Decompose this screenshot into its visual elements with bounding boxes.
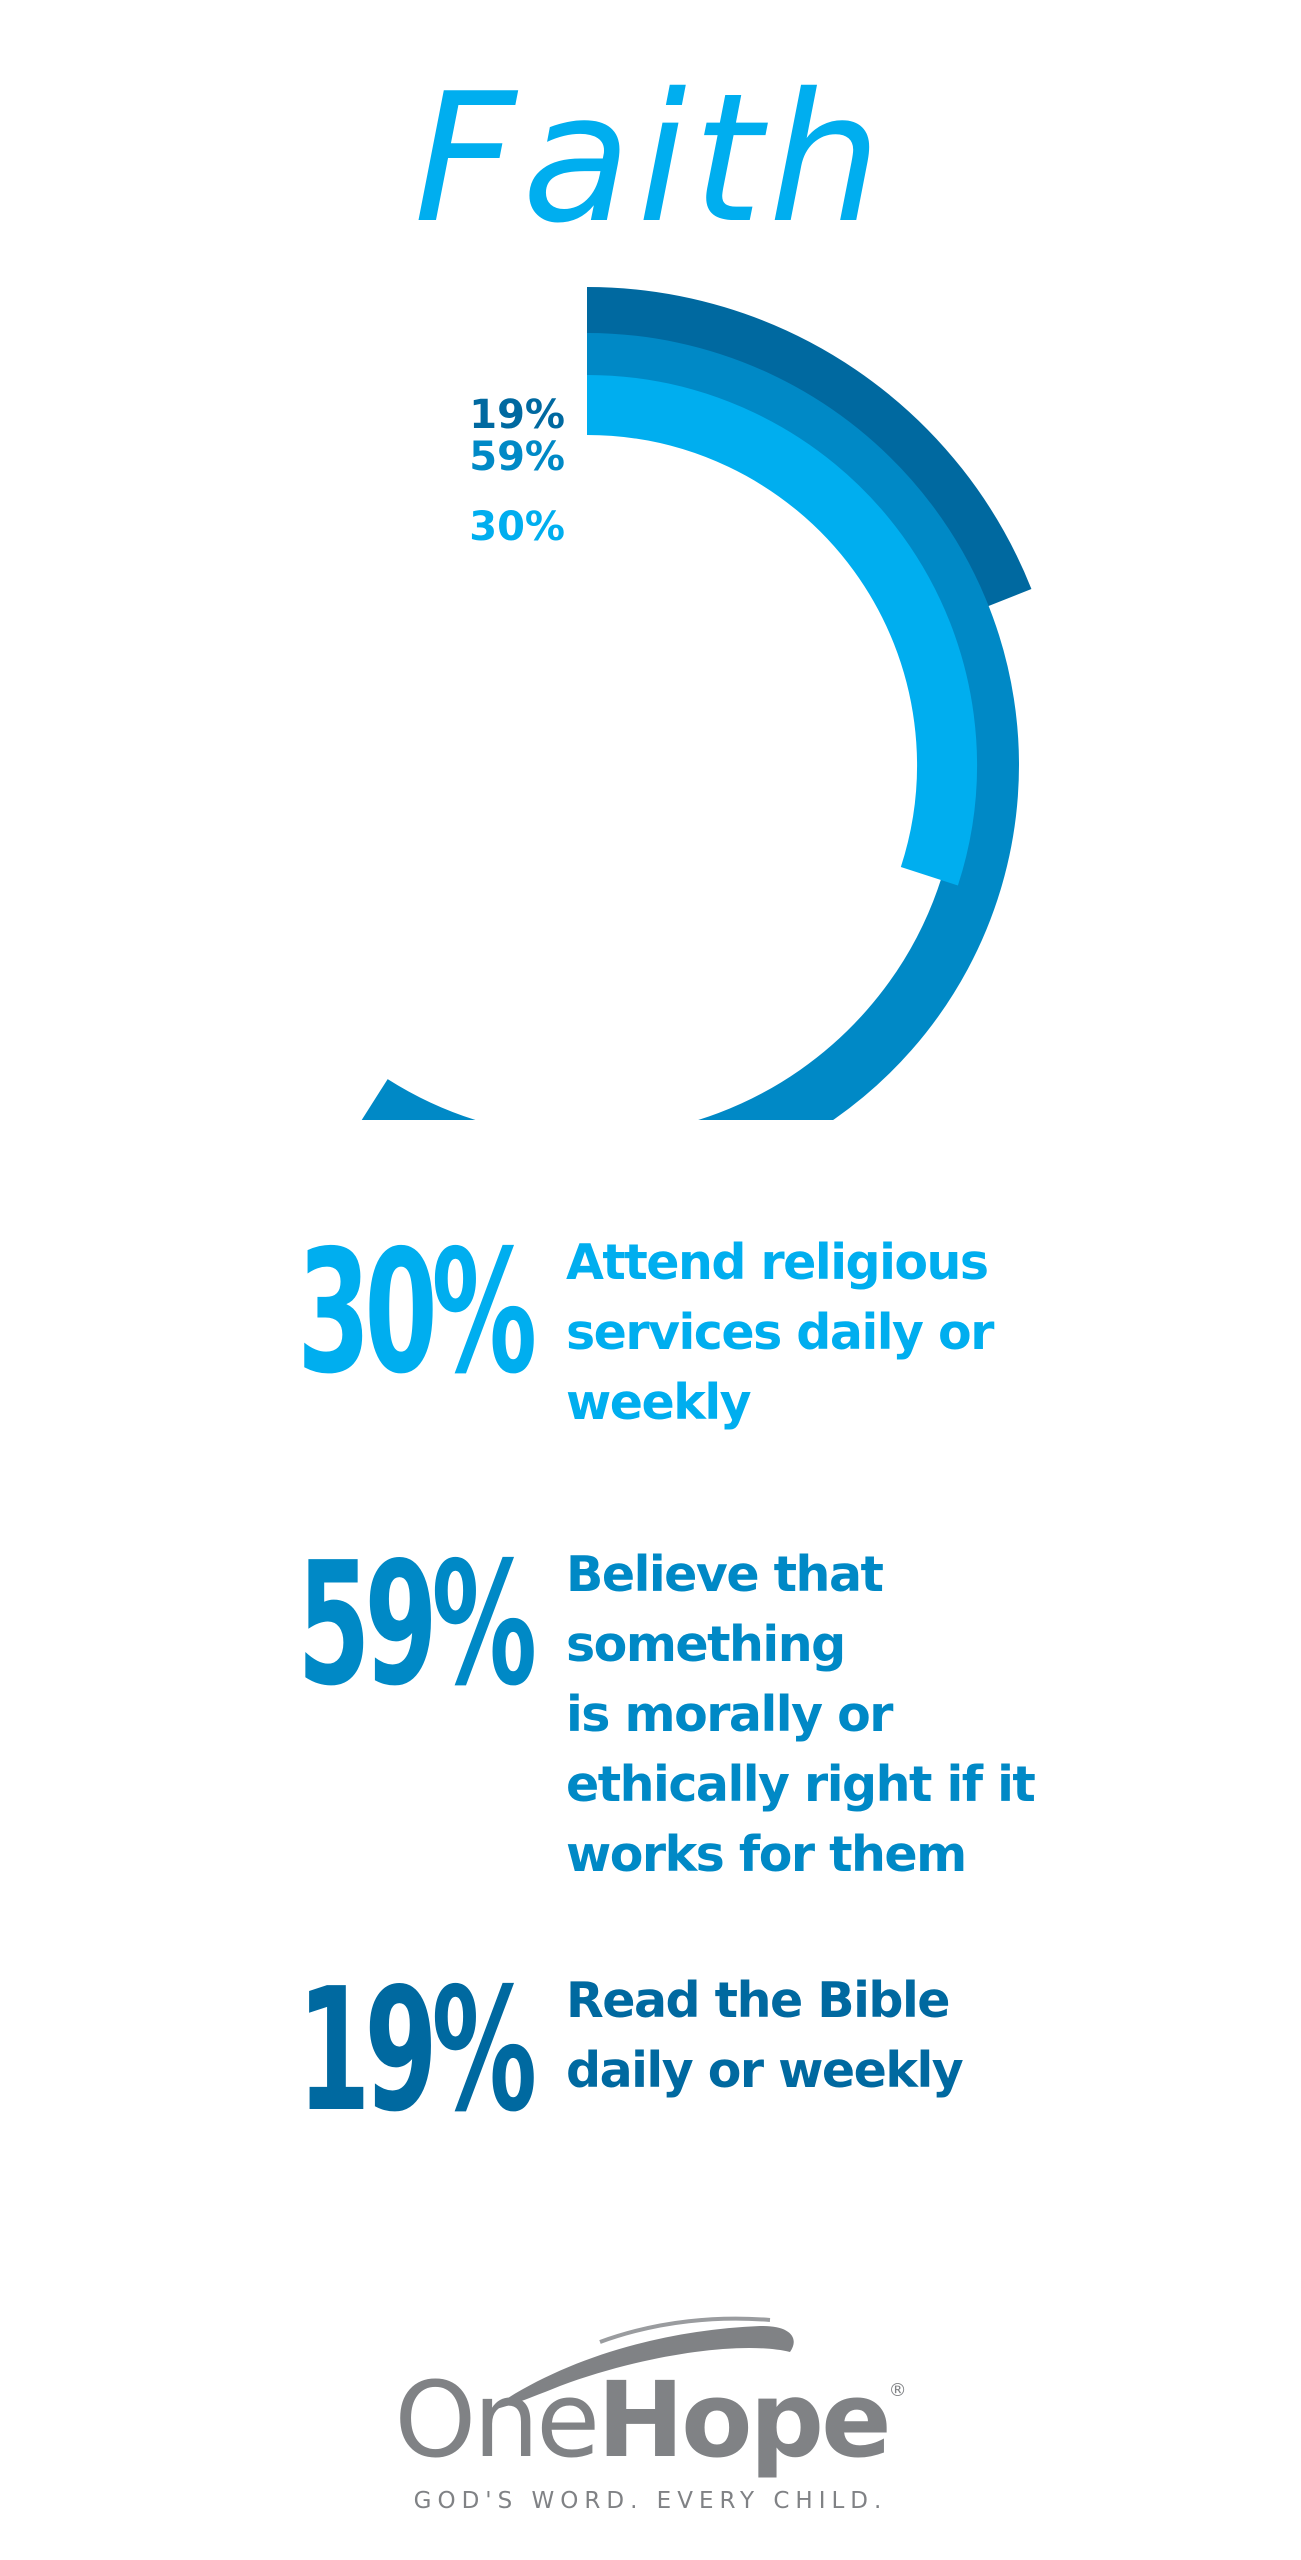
logo-word-one: One [394,2359,600,2481]
stat-description: Read the Bible daily or weekly [566,1972,964,2099]
logo-word-hope: Hope [597,2359,891,2481]
onehope-logo: OneHope® GOD'S WORD. EVERY CHILD. [0,2290,1301,2530]
stat-value: 19% [297,1952,537,2150]
arc-30% [586,375,977,886]
arc-19% [586,287,1032,612]
logo-tagline: GOD'S WORD. EVERY CHILD. [413,2488,888,2514]
page-title: Faith [413,55,888,262]
arc-59% [361,333,1019,1120]
registered-mark: ® [888,2380,907,2401]
swoosh-icon [490,2316,794,2410]
stat-value: 30% [297,1214,537,1412]
arc-label-30%: 30% [469,504,565,550]
stat-description: Attend religious services daily or weekl… [566,1234,994,1431]
arc-label-19%: 19% [469,392,565,438]
radial-bar-chart: 19%59% 30% [361,287,1032,1120]
arc-label-59%: 59% [469,434,565,480]
stat-description: Believe that something is morally or eth… [566,1546,1036,1883]
stat-value: 59% [297,1526,537,1724]
logo-wordmark: OneHope® [0,2368,1301,2472]
